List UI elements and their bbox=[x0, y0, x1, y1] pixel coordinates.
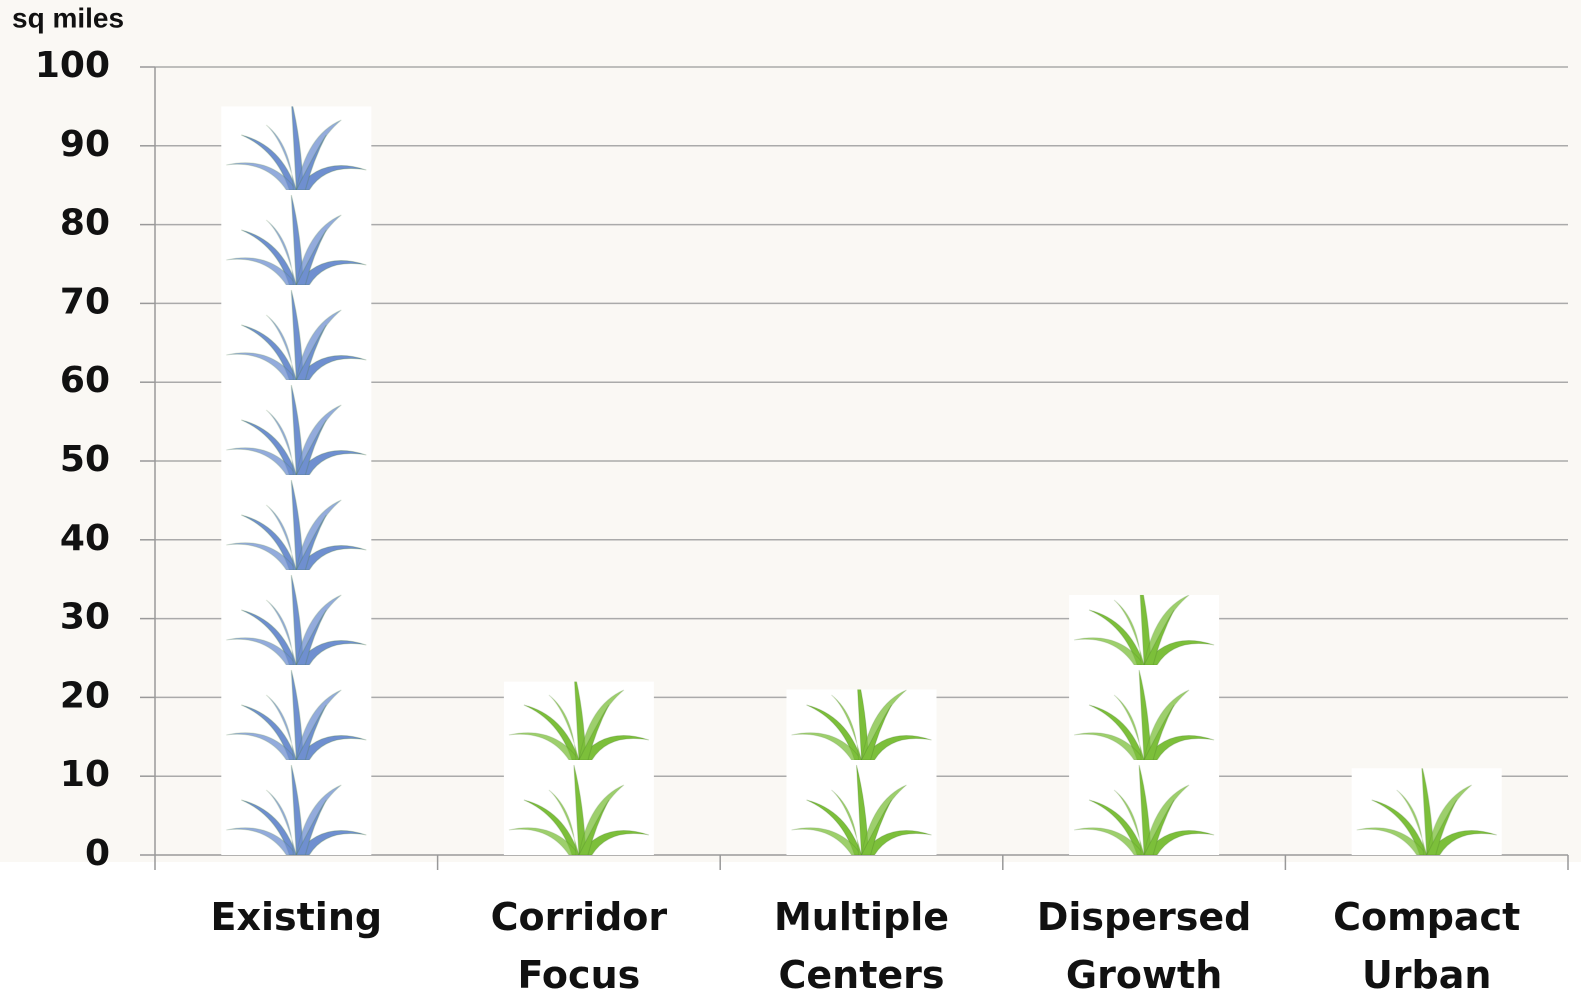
y-tick-label: 20 bbox=[60, 675, 110, 716]
y-tick-label: 50 bbox=[60, 439, 110, 480]
x-tick-label: Existing bbox=[210, 895, 383, 939]
y-tick-label: 30 bbox=[60, 597, 110, 638]
x-tick-label: Corridor Focus bbox=[490, 895, 668, 997]
y-tick-label: 40 bbox=[60, 518, 110, 559]
y-tick-label: 70 bbox=[60, 281, 110, 322]
bar bbox=[1069, 594, 1220, 855]
bar bbox=[1351, 768, 1502, 855]
y-tick-label: 10 bbox=[60, 754, 110, 795]
y-axis-label: sq miles bbox=[12, 2, 124, 33]
y-tick-label: 0 bbox=[85, 833, 110, 874]
x-tick-label: Dispersed Growth bbox=[1036, 895, 1252, 997]
x-tick-label: Multiple Centers bbox=[773, 895, 950, 997]
x-tick-label: Compact Urban bbox=[1333, 895, 1521, 997]
y-tick-label: 100 bbox=[35, 45, 110, 86]
y-tick-label: 60 bbox=[60, 360, 110, 401]
bar bbox=[503, 681, 654, 855]
y-tick-label: 90 bbox=[60, 124, 110, 165]
bar bbox=[221, 106, 372, 855]
bar bbox=[786, 689, 937, 855]
y-tick-label: 80 bbox=[60, 203, 110, 244]
